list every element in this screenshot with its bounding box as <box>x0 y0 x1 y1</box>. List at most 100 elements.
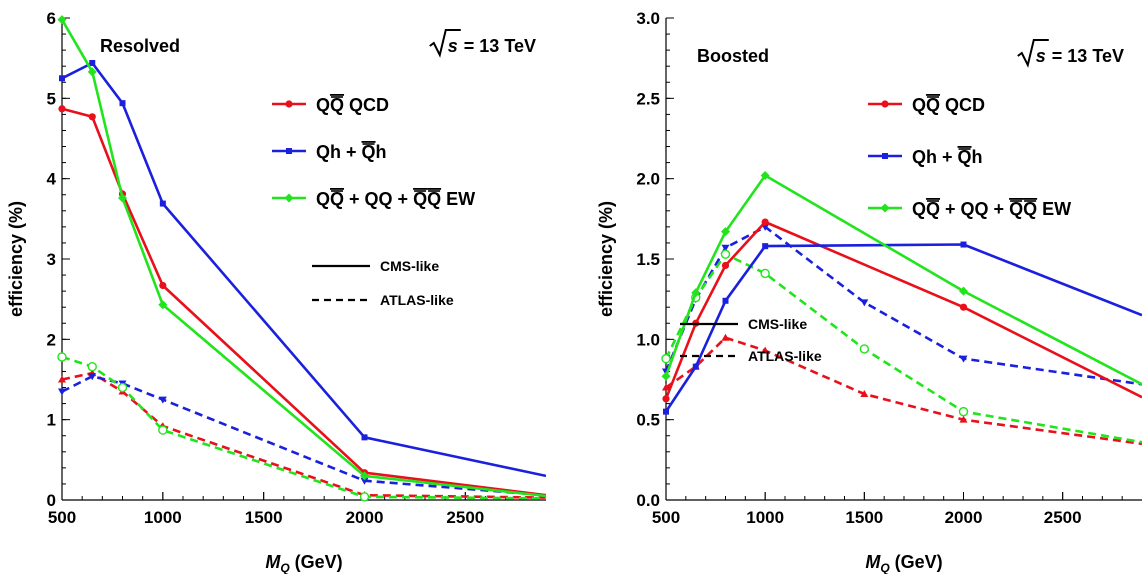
legend-label-part: EW <box>1037 199 1071 219</box>
legend-label-overlined: Q <box>362 142 376 162</box>
y-axis-title: efficiency (%) <box>596 201 616 317</box>
legend-label-part: Q <box>912 95 926 115</box>
data-point <box>761 269 769 277</box>
legend-label: Qh + Qh <box>316 142 387 162</box>
y-tick-label: 0.0 <box>636 491 660 510</box>
legend-label-overlined: Q <box>926 95 940 115</box>
data-point <box>960 408 968 416</box>
y-tick-label: 3 <box>47 250 56 269</box>
x-axis-title: MQ (GeV) <box>865 552 942 574</box>
series-line <box>62 373 546 498</box>
energy-label-s: s <box>1036 46 1046 66</box>
data-point <box>58 105 65 112</box>
data-point <box>89 60 95 66</box>
data-point <box>120 100 126 106</box>
data-point <box>58 389 66 396</box>
x-axis-title: MQ (GeV) <box>265 552 342 574</box>
x-tick-label: 1000 <box>746 508 784 527</box>
legend-swatch-marker <box>285 100 292 107</box>
data-point <box>361 493 369 501</box>
data-point <box>762 243 768 249</box>
legend-label-part: Qh + <box>316 142 362 162</box>
x-axis-title-unit: (GeV) <box>890 552 943 572</box>
data-point <box>662 372 671 381</box>
legend-label-part: Qh + <box>912 147 958 167</box>
energy-label-text: = 13 TeV <box>464 36 536 56</box>
legend-label-part: QCD <box>344 95 389 115</box>
data-point <box>860 345 868 353</box>
data-point <box>663 409 669 415</box>
x-tick-label: 1500 <box>245 508 283 527</box>
legend-label: Qh + Qh <box>912 147 983 167</box>
data-point <box>960 304 967 311</box>
legend-label: QQ + QQ + QQ EW <box>316 189 475 209</box>
data-point <box>722 334 730 341</box>
x-tick-label: 1500 <box>845 508 883 527</box>
style-legend-label: ATLAS-like <box>748 348 822 364</box>
legend-swatch-marker <box>286 148 292 154</box>
legend-label-part: + QQ + <box>344 189 413 209</box>
data-point <box>119 384 127 392</box>
y-tick-label: 1.0 <box>636 330 660 349</box>
panel-label: Boosted <box>697 46 769 66</box>
legend-label-part: Q <box>316 189 330 209</box>
data-point <box>961 242 967 248</box>
data-point <box>762 218 769 225</box>
x-tick-label: 2000 <box>945 508 983 527</box>
legend-label-part: Q <box>912 199 926 219</box>
legend-label-overlined: Q <box>427 189 441 209</box>
x-tick-label: 500 <box>48 508 76 527</box>
legend-label-overlined: Q <box>330 189 344 209</box>
data-point <box>159 282 166 289</box>
data-point <box>662 355 670 363</box>
legend-label-part: EW <box>441 189 475 209</box>
legend-label-part: + QQ + <box>940 199 1009 219</box>
style-legend-label: CMS-like <box>748 316 807 332</box>
legend-label-overlined: Q <box>926 199 940 219</box>
data-point <box>860 299 868 306</box>
data-point <box>159 426 167 434</box>
energy-label: = 13 TeV s <box>1018 40 1124 66</box>
data-point <box>160 201 166 207</box>
data-point <box>59 75 65 81</box>
legend-label: QQ + QQ + QQ EW <box>912 199 1071 219</box>
x-tick-label: 500 <box>652 508 680 527</box>
data-point <box>88 363 96 371</box>
legend-swatch-marker <box>881 100 888 107</box>
data-point <box>89 113 96 120</box>
series-line <box>666 338 1142 444</box>
series-line <box>62 20 546 496</box>
legend-swatch-marker <box>285 194 294 203</box>
y-tick-label: 1.5 <box>636 250 660 269</box>
legend-label-part: Q <box>316 95 330 115</box>
series-line <box>62 109 546 495</box>
x-axis-title-var: M <box>865 552 881 572</box>
data-point <box>722 250 730 258</box>
data-point <box>693 364 699 370</box>
legend-label-overlined: Q <box>1023 199 1037 219</box>
legend-label-part: QCD <box>940 95 985 115</box>
y-tick-label: 2.0 <box>636 170 660 189</box>
data-point <box>723 298 729 304</box>
data-point <box>722 262 729 269</box>
energy-label-text: = 13 TeV <box>1052 46 1124 66</box>
style-legend-label: ATLAS-like <box>380 292 454 308</box>
y-tick-label: 2.5 <box>636 89 660 108</box>
legend-label-part: h <box>972 147 983 167</box>
legend-label-overlined: Q <box>1009 199 1023 219</box>
x-axis-title-var: M <box>265 552 281 572</box>
y-tick-label: 6 <box>47 9 56 28</box>
x-axis-title-unit: (GeV) <box>290 552 343 572</box>
y-tick-label: 5 <box>47 89 56 108</box>
y-tick-label: 4 <box>47 170 57 189</box>
legend-swatch-marker <box>882 153 888 159</box>
y-tick-label: 1 <box>47 411 56 430</box>
legend-label-overlined: Q <box>330 95 344 115</box>
y-axis-title: efficiency (%) <box>6 201 26 317</box>
x-tick-label: 2500 <box>1044 508 1082 527</box>
data-point <box>662 395 669 402</box>
series-line <box>62 357 546 498</box>
